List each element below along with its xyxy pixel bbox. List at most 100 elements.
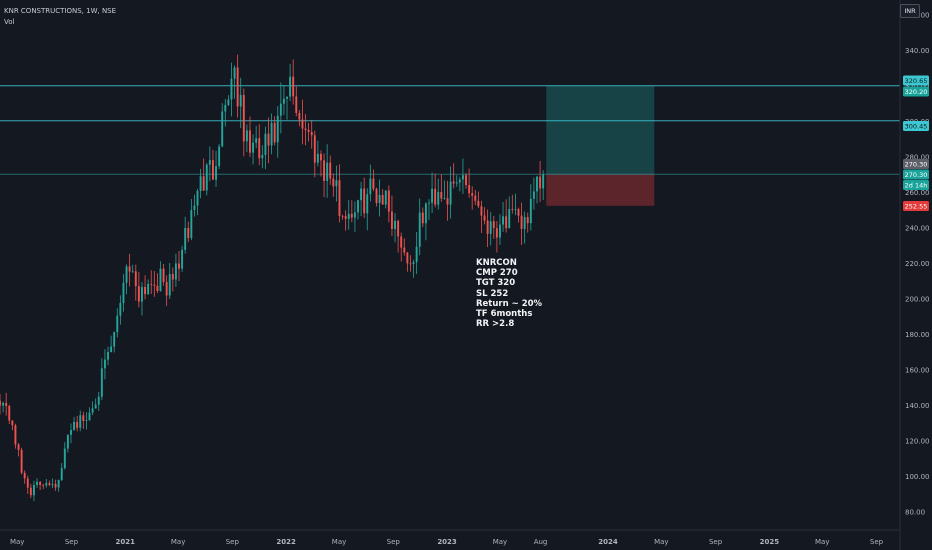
candle-body xyxy=(42,484,45,486)
candle-body xyxy=(196,191,199,206)
candle-body xyxy=(502,216,505,225)
candle-body xyxy=(0,400,1,406)
candle-body xyxy=(76,421,79,428)
candle-body xyxy=(292,76,295,97)
price-tag-label: 2d 14h xyxy=(905,182,928,190)
candle-body xyxy=(208,160,211,165)
candle-body xyxy=(542,174,545,189)
candle-body xyxy=(20,449,23,473)
candle-body xyxy=(165,281,168,296)
x-tick-label: Aug xyxy=(534,538,548,546)
candle-body xyxy=(474,195,477,201)
candle-body xyxy=(147,283,150,295)
y-tick-label: 100.00 xyxy=(905,473,930,481)
candles xyxy=(0,54,545,502)
candle-body xyxy=(406,252,409,264)
candle-body xyxy=(85,420,88,422)
candle-body xyxy=(276,115,279,143)
candle-body xyxy=(428,202,430,204)
x-tick-label: 2023 xyxy=(437,538,457,546)
candle-body xyxy=(255,138,258,143)
candle-body xyxy=(134,271,137,287)
candle-body xyxy=(211,160,214,180)
plan-stoploss: SL 252 xyxy=(476,288,509,299)
candle-body xyxy=(57,479,60,488)
candle-body xyxy=(360,188,363,201)
candle-body xyxy=(344,216,347,219)
candle-body xyxy=(508,209,511,229)
stop-zone xyxy=(546,174,655,206)
candle-body xyxy=(171,273,174,280)
candle-body xyxy=(347,213,350,219)
candle-body xyxy=(397,220,400,237)
plan-cmp: CMP 270 xyxy=(476,268,518,279)
price-tag-label: 270.30 xyxy=(905,161,928,169)
candle-body xyxy=(326,162,329,181)
candle-body xyxy=(316,153,319,163)
candle-body xyxy=(434,188,437,205)
candle-body xyxy=(511,209,514,210)
candle-body xyxy=(449,181,452,205)
candle-body xyxy=(261,154,264,159)
x-tick-label: 2022 xyxy=(276,538,296,546)
target-zone xyxy=(546,85,655,175)
candle-body xyxy=(446,198,449,205)
candle-body xyxy=(233,67,236,79)
x-tick-label: 2021 xyxy=(115,538,135,546)
candle-body xyxy=(431,188,434,203)
candle-body xyxy=(122,282,125,303)
volume-indicator-label[interactable]: Vol xyxy=(4,18,15,26)
candle-body xyxy=(409,263,412,265)
candle-body xyxy=(60,468,63,480)
candle-body xyxy=(193,205,196,210)
candle-body xyxy=(301,119,304,129)
candle-body xyxy=(437,191,440,205)
x-tick-label: May xyxy=(493,538,507,546)
x-tick-label: May xyxy=(654,538,668,546)
x-tick-label: Sep xyxy=(387,538,401,546)
x-tick-label: May xyxy=(332,538,346,546)
candle-body xyxy=(381,194,384,205)
candle-body xyxy=(199,176,202,192)
y-tick-label: 220.00 xyxy=(905,260,930,268)
candle-body xyxy=(144,286,147,295)
candle-body xyxy=(458,179,461,183)
currency-button[interactable]: INR xyxy=(900,4,920,18)
candle-body xyxy=(289,76,292,97)
candle-body xyxy=(26,478,29,488)
price-tag xyxy=(903,75,929,86)
candle-body xyxy=(168,273,171,296)
candle-body xyxy=(224,104,227,112)
candle-body xyxy=(341,215,344,217)
y-tick-label: 200.00 xyxy=(905,296,930,304)
candle-body xyxy=(66,434,69,449)
candle-body xyxy=(119,302,122,316)
y-tick-label: 260.00 xyxy=(905,189,930,197)
horizontal-lines xyxy=(0,85,900,175)
candle-body xyxy=(320,153,322,161)
candle-body xyxy=(14,425,17,445)
candle-body xyxy=(384,190,387,205)
candle-body xyxy=(110,346,113,353)
candle-body xyxy=(51,483,54,485)
candle-body xyxy=(298,113,301,120)
candle-body xyxy=(264,133,267,155)
symbol-title[interactable]: KNR CONSTRUCTIONS, 1W, NSE xyxy=(4,7,117,15)
candle-body xyxy=(400,236,403,248)
x-tick-label: Sep xyxy=(870,538,884,546)
candle-body xyxy=(97,396,100,405)
candle-body xyxy=(5,402,8,406)
candle-body xyxy=(452,181,455,184)
candle-body xyxy=(174,263,177,280)
candle-body xyxy=(310,131,313,136)
candle-body xyxy=(440,191,443,199)
candle-body xyxy=(357,200,359,213)
y-tick-label: 120.00 xyxy=(905,438,930,446)
y-tick-label: 280.00 xyxy=(905,154,930,162)
candle-body xyxy=(178,263,180,269)
price-tag-label: 320.20 xyxy=(905,88,928,96)
candle-body xyxy=(273,122,276,143)
y-tick-label: 160.00 xyxy=(905,367,930,375)
